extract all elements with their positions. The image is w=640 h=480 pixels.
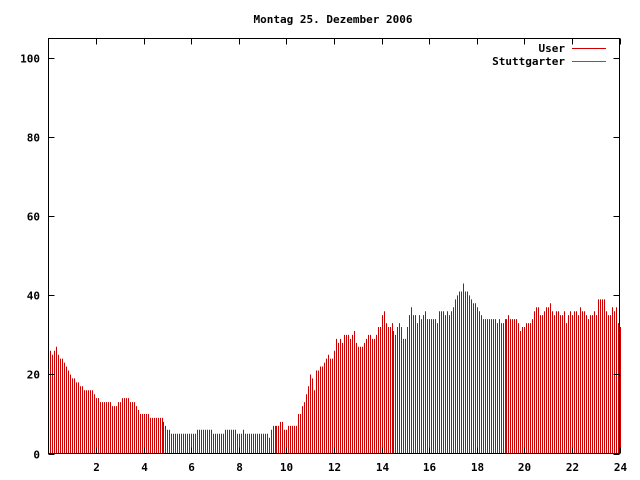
legend-label-user: User — [539, 42, 566, 55]
y-tick-label: 60 — [27, 211, 40, 224]
y-tick-label: 40 — [27, 290, 40, 303]
x-tick-label: 12 — [328, 461, 341, 474]
x-tick-label: 18 — [471, 461, 484, 474]
chart-title: Montag 25. Dezember 2006 — [254, 13, 413, 26]
x-tick-label: 4 — [141, 461, 148, 474]
bars-layer — [50, 283, 621, 454]
x-tick-label: 16 — [423, 461, 437, 474]
y-tick-label: 80 — [27, 132, 40, 145]
y-tick-label: 100 — [20, 53, 40, 66]
legend-label-stuttgarter: Stuttgarter — [492, 55, 565, 68]
y-tick-label: 20 — [27, 369, 40, 382]
x-tick-label: 20 — [518, 461, 531, 474]
y-tick-label: 0 — [33, 449, 40, 462]
x-tick-label: 14 — [376, 461, 390, 474]
x-tick-label: 6 — [188, 461, 195, 474]
x-tick-label: 8 — [236, 461, 243, 474]
x-tick-label: 10 — [280, 461, 293, 474]
legend: User Stuttgarter — [492, 42, 606, 68]
x-tick-label: 22 — [566, 461, 579, 474]
x-tick-label: 2 — [93, 461, 100, 474]
x-tick-label: 24 — [614, 461, 628, 474]
